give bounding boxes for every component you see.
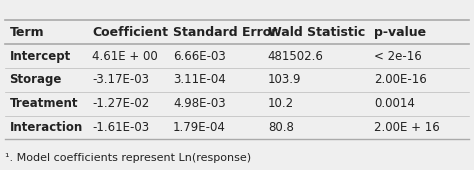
Text: Treatment: Treatment	[9, 97, 78, 110]
Text: < 2e-16: < 2e-16	[374, 50, 422, 63]
Text: Interaction: Interaction	[9, 121, 83, 134]
Text: Intercept: Intercept	[9, 50, 71, 63]
Text: 0.0014: 0.0014	[374, 97, 415, 110]
Text: 10.2: 10.2	[268, 97, 294, 110]
Text: Coefficient: Coefficient	[92, 26, 168, 39]
Text: 103.9: 103.9	[268, 73, 301, 86]
Text: Standard Error: Standard Error	[173, 26, 277, 39]
Text: 6.66E-03: 6.66E-03	[173, 50, 226, 63]
Text: Term: Term	[9, 26, 44, 39]
Text: -1.27E-02: -1.27E-02	[92, 97, 150, 110]
Text: ¹. Model coefficients represent Ln(response): ¹. Model coefficients represent Ln(respo…	[5, 153, 251, 163]
Text: 2.00E-16: 2.00E-16	[374, 73, 427, 86]
Text: 1.79E-04: 1.79E-04	[173, 121, 226, 134]
Text: 2.00E + 16: 2.00E + 16	[374, 121, 440, 134]
Text: 481502.6: 481502.6	[268, 50, 324, 63]
Text: 3.11E-04: 3.11E-04	[173, 73, 226, 86]
Text: 4.98E-03: 4.98E-03	[173, 97, 226, 110]
Text: -3.17E-03: -3.17E-03	[92, 73, 149, 86]
Text: Storage: Storage	[9, 73, 62, 86]
Text: -1.61E-03: -1.61E-03	[92, 121, 150, 134]
Text: 80.8: 80.8	[268, 121, 294, 134]
Text: p-value: p-value	[374, 26, 427, 39]
Text: Wald Statistic: Wald Statistic	[268, 26, 365, 39]
Text: 4.61E + 00: 4.61E + 00	[92, 50, 158, 63]
